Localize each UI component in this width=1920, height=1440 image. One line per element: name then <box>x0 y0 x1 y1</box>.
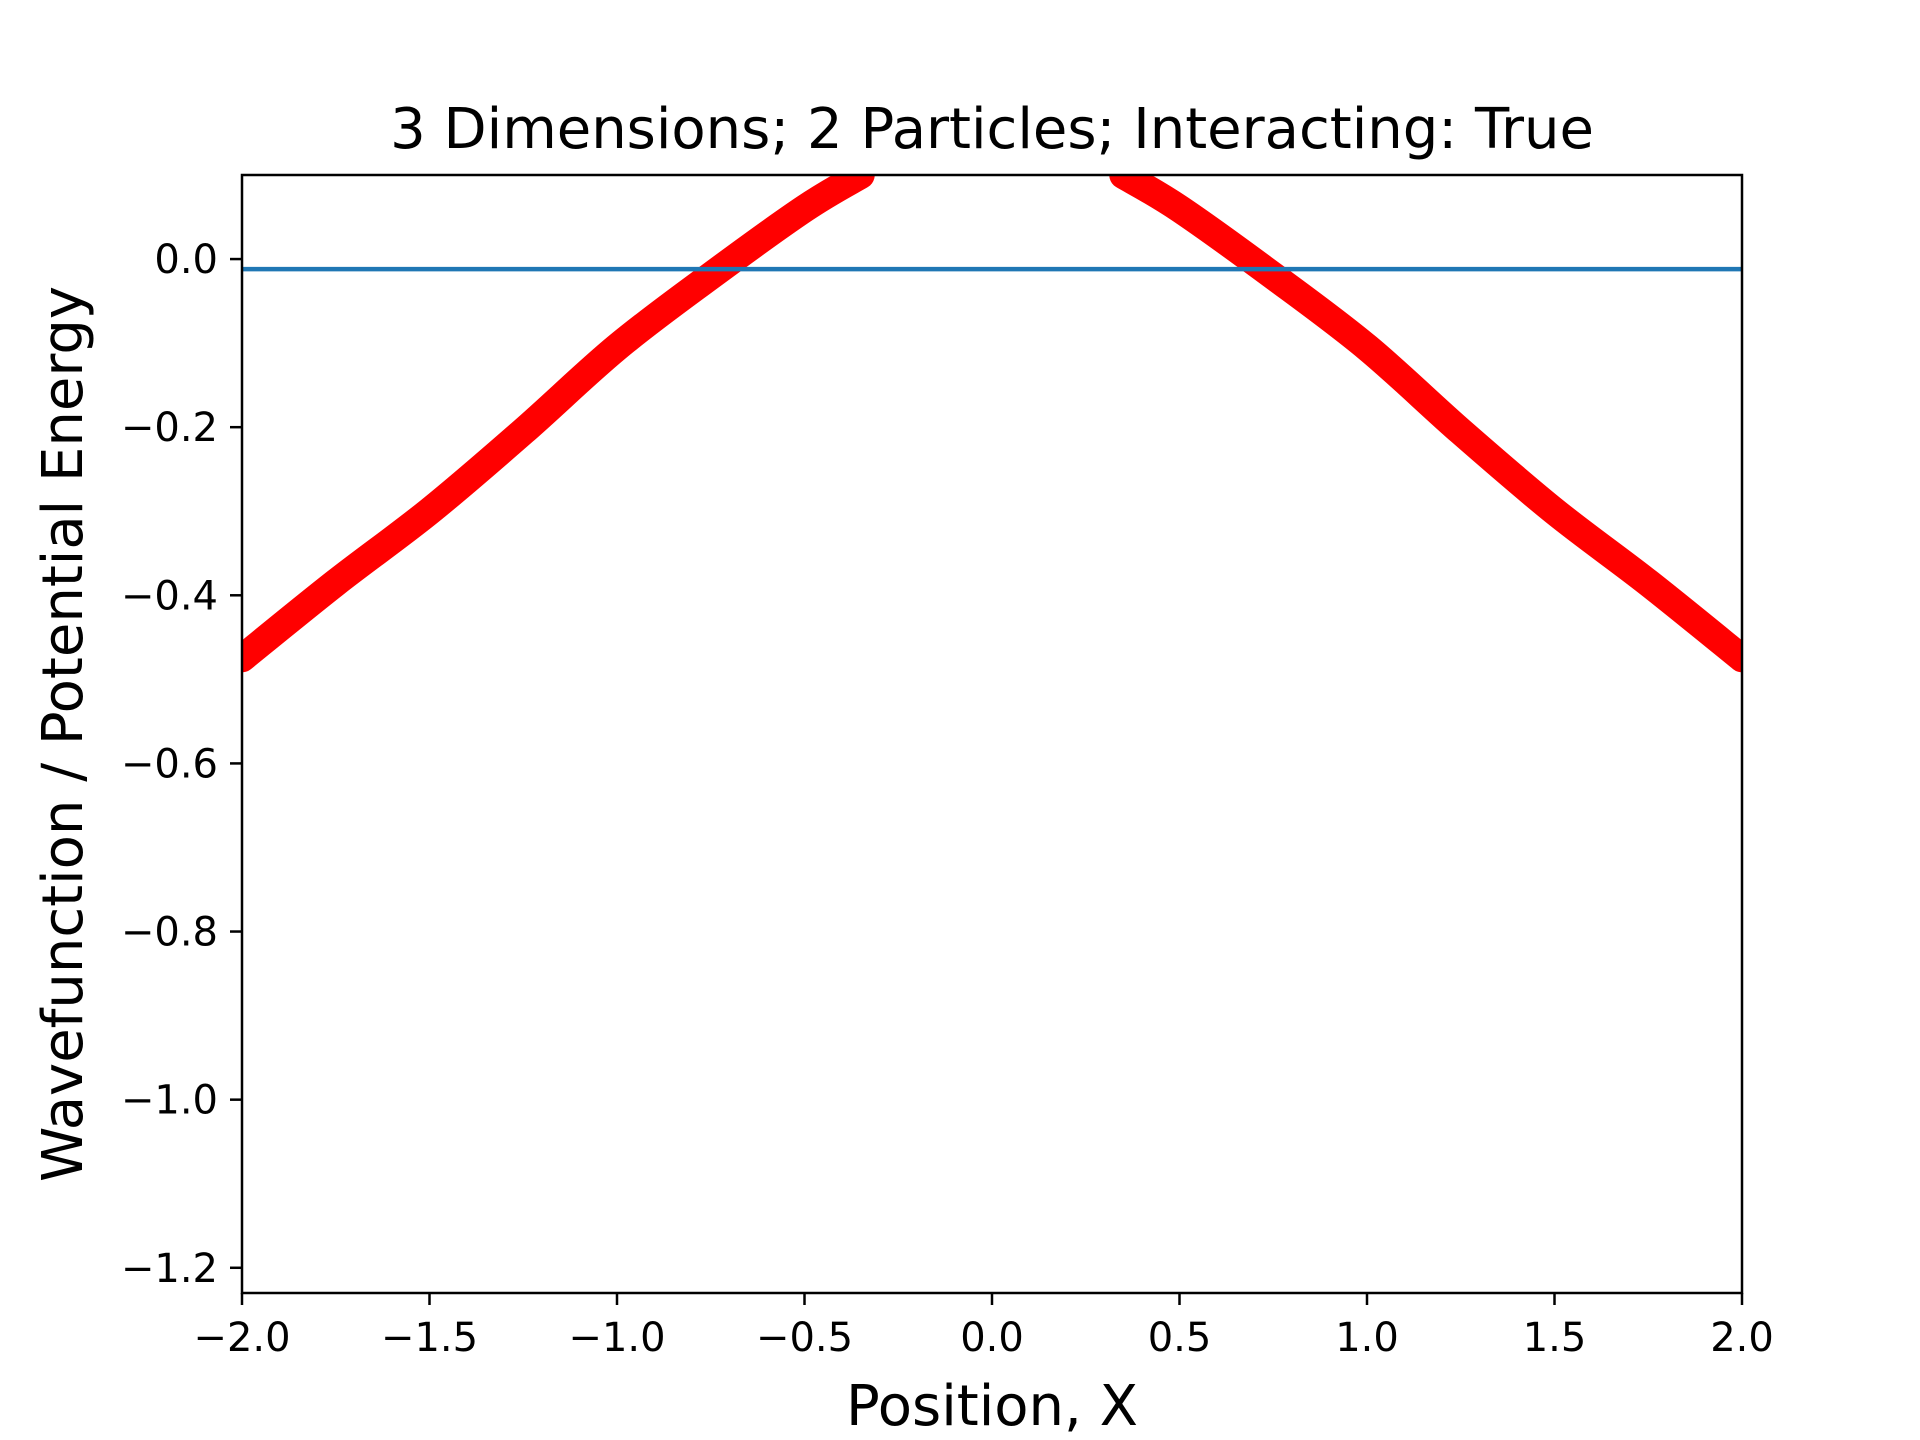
y-tick-label: 0.0 <box>154 237 218 283</box>
x-tick-label: 1.0 <box>1335 1315 1399 1361</box>
series-layer <box>242 175 1742 673</box>
x-tick-label: 0.0 <box>960 1315 1024 1361</box>
x-tick-label: −0.5 <box>756 1315 853 1361</box>
x-tick-label: 1.5 <box>1523 1315 1587 1361</box>
y-axis: 0.0 −0.2 −0.4 −0.6 −0.8 −1.0 −1.2 <box>121 237 242 1292</box>
y-tick-label: −0.8 <box>121 910 218 956</box>
chart-title: 3 Dimensions; 2 Particles; Interacting: … <box>390 97 1594 162</box>
y-axis-label: Wavefunction / Potential Energy <box>31 286 96 1182</box>
x-axis: −2.0 −1.5 −1.0 −0.5 0.0 0.5 1.0 1.5 2.0 <box>193 1293 1774 1361</box>
x-tick-label: −1.5 <box>381 1315 478 1361</box>
series-line-red-right <box>1109 175 1742 673</box>
x-axis-label: Position, X <box>846 1374 1138 1439</box>
y-tick-label: −1.2 <box>121 1246 218 1292</box>
x-tick-label: −1.0 <box>568 1315 665 1361</box>
y-tick-label: −0.6 <box>121 741 218 787</box>
x-tick-label: 0.5 <box>1148 1315 1212 1361</box>
series-line-red-left <box>242 175 875 673</box>
x-tick-label: −2.0 <box>193 1315 290 1361</box>
x-tick-label: 2.0 <box>1710 1315 1774 1361</box>
y-tick-label: −1.0 <box>121 1078 218 1124</box>
y-tick-label: −0.2 <box>121 405 218 451</box>
y-tick-label: −0.4 <box>121 573 218 619</box>
